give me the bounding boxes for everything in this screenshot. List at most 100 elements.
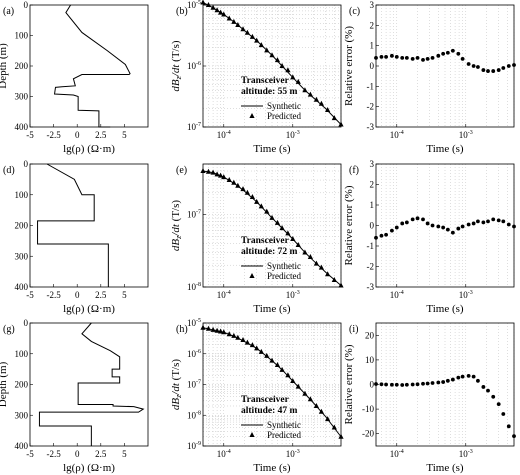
y-axis-label: dBz/dt (T/s) <box>170 200 183 251</box>
predicted-point <box>295 78 301 84</box>
error-point <box>506 222 511 227</box>
error-point <box>379 382 384 387</box>
panel-label: (f) <box>349 165 359 176</box>
y-tick-label: 0 <box>24 318 29 328</box>
predicted-point <box>279 63 285 68</box>
predicted-point <box>214 7 220 13</box>
panel-i: 10-4 10-3 20 10 0 -10 -20 (i) Time (s) Relative e… <box>343 322 516 474</box>
predicted-point <box>235 182 241 188</box>
annotation-line-2: altitude: 55 m <box>241 87 298 97</box>
resistivity-line <box>37 163 109 287</box>
error-point <box>404 220 409 225</box>
error-point <box>400 383 405 387</box>
panel-d: -5 -2.5 0 2.5 5 0 100 200 300 400 (d) lg(ρ) (Ω·m) <box>3 159 149 315</box>
predicted-point <box>205 2 212 7</box>
panel-label: (e) <box>176 165 187 176</box>
predicted-point <box>274 362 281 368</box>
predicted-point <box>279 366 285 372</box>
x-tick-label: 10-3 <box>286 449 300 459</box>
panel-c: 10-4 10-3 3 2 1 0 -1 -2 -3 (c) Time (s) Relative er… <box>343 0 516 155</box>
y-axis-label: dBz/dt (T/s) <box>170 40 183 91</box>
y-tick-label: 10-6 <box>187 349 201 359</box>
grid <box>375 164 515 287</box>
predicted-point <box>218 172 224 178</box>
predicted-point <box>226 331 232 337</box>
error-point <box>445 50 450 55</box>
error-point <box>512 434 516 439</box>
predicted-point <box>274 219 281 225</box>
predicted-point <box>307 91 313 97</box>
error-point <box>460 374 465 379</box>
x-axis-label: Time (s) <box>426 462 464 474</box>
error-point <box>445 378 450 383</box>
y-tick-label: 1 <box>370 200 375 210</box>
error-point <box>430 55 435 60</box>
y-tick-label: -2 <box>367 262 375 272</box>
error-point <box>496 68 501 72</box>
predicted-point <box>318 408 325 414</box>
predicted-point <box>249 342 256 348</box>
predicted-point <box>313 96 319 102</box>
error-point <box>379 233 384 238</box>
y-axis-label: Relative error (%) <box>343 344 355 424</box>
error-point <box>425 381 430 386</box>
predicted-point <box>200 324 206 330</box>
y-tick-label: 200 <box>15 221 29 231</box>
error-point <box>390 228 394 233</box>
y-tick-label: 0 <box>370 221 375 231</box>
annotation-line-2: altitude: 72 m <box>241 247 298 257</box>
error-point <box>501 219 506 224</box>
x-tick-label: -5 <box>26 130 34 140</box>
error-point <box>436 53 441 58</box>
panel-e: 10-4 10-3 10-7 10-8 (e) Time (s) dBz/dt (T/s) T… <box>170 163 344 315</box>
y-tick-label: 10-8 <box>187 282 201 292</box>
error-point <box>410 56 415 61</box>
predicted-point <box>240 186 246 192</box>
predicted-point <box>285 67 291 73</box>
predicted-point <box>318 264 325 270</box>
x-tick-label: 0 <box>75 130 80 140</box>
error-point <box>486 69 490 73</box>
error-point <box>481 68 486 72</box>
y-tick-label: 2 <box>370 20 375 30</box>
panel-label: (b) <box>176 6 188 17</box>
error-point <box>456 226 461 231</box>
y-tick-label: -20 <box>362 429 374 439</box>
predicted-point <box>269 214 275 220</box>
error-point <box>466 62 471 66</box>
error-point <box>390 382 394 387</box>
x-tick-label: 10-4 <box>390 290 404 300</box>
annotation-line-2: altitude: 47 m <box>241 406 298 416</box>
predicted-point <box>325 416 331 422</box>
panel-label: (d) <box>3 165 15 176</box>
error-point <box>394 54 399 59</box>
y-tick-label: 10-7 <box>187 380 201 390</box>
predicted-point <box>302 87 308 93</box>
predicted-point <box>338 433 344 439</box>
predicted-point <box>231 179 237 185</box>
panel-b: 10-4 10-3 10-5 10-6 10-7 (b) Time (s) dBz/dt (T… <box>170 0 344 155</box>
error-point <box>466 373 471 378</box>
y-tick-label: -3 <box>367 282 375 292</box>
predicted-point <box>285 230 291 236</box>
predicted-point <box>205 168 212 174</box>
legend-label-synthetic: Synthetic <box>267 101 301 111</box>
predicted-point <box>331 115 337 121</box>
legend-triangle-swatch <box>249 273 255 278</box>
y-tick-label: 20 <box>365 330 375 340</box>
x-tick-label: 2.5 <box>95 449 107 459</box>
x-tick-label: 10-3 <box>459 449 473 459</box>
x-tick-label: -2.5 <box>46 449 61 459</box>
predicted-point <box>331 424 337 430</box>
panel-label: (h) <box>176 324 188 335</box>
x-tick-label: 10-3 <box>459 130 473 140</box>
predicted-point <box>221 174 227 180</box>
y-axis-label: Relative error (%) <box>343 185 355 265</box>
error-point <box>430 223 435 228</box>
error-point <box>491 69 496 73</box>
y-tick-label: 100 <box>15 190 29 200</box>
y-tick-label: 0 <box>370 61 375 71</box>
panel-label: (c) <box>349 6 360 17</box>
error-point <box>374 235 378 240</box>
